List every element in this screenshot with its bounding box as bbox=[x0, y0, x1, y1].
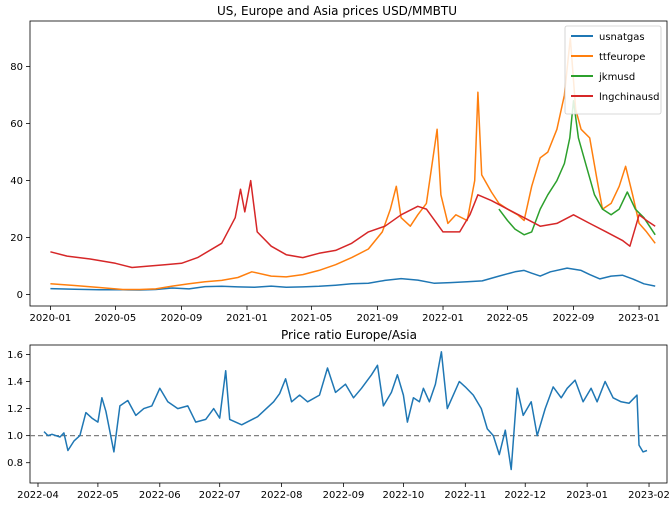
prices-x-tick-2021-01-label: 2021-01 bbox=[226, 313, 268, 324]
ratio-x-tick-2022-09-label: 2022-09 bbox=[323, 490, 365, 501]
prices-series-line-ttfeurope bbox=[50, 37, 656, 291]
ratio-x-tick-2022-11-label: 2022-11 bbox=[444, 490, 486, 501]
ratio-x-tick-2023-02-label: 2023-02 bbox=[628, 490, 670, 501]
prices-y-tick-20-label: 20 bbox=[10, 233, 23, 244]
ratio-chart-x-axis: 2022-04 2022-05 2022-06 2022-07 2022-08 2022-… bbox=[17, 483, 670, 501]
prices-chart-y-axis: 0 20 40 60 80 bbox=[10, 62, 30, 301]
legend-entry-ttfeurope: ttfeurope bbox=[571, 52, 645, 63]
legend-entry-lngchinausd: lngchinausd bbox=[571, 92, 659, 103]
ratio-y-tick-1-4-label: 1.4 bbox=[7, 377, 23, 388]
legend-box bbox=[564, 25, 662, 115]
ratio-x-tick-2022-12-label: 2022-12 bbox=[504, 490, 546, 501]
prices-x-tick-2022-01-label: 2022-01 bbox=[422, 313, 464, 324]
prices-x-tick-2021-05-label: 2021-05 bbox=[291, 313, 333, 324]
prices-x-tick-2021-09-label: 2021-09 bbox=[357, 313, 399, 324]
prices-x-tick-2022-09-label: 2022-09 bbox=[553, 313, 595, 324]
prices-x-tick-2020-01-label: 2020-01 bbox=[30, 313, 72, 324]
prices-chart-legend: usnatgas ttfeurope jkmusd lngchinausd bbox=[564, 25, 662, 115]
prices-y-tick-40-label: 40 bbox=[10, 176, 23, 187]
ratio-y-tick-1-6-label: 1.6 bbox=[7, 350, 23, 361]
legend-label-jkmusd: jkmusd bbox=[598, 72, 635, 83]
prices-x-tick-2020-05-label: 2020-05 bbox=[95, 313, 137, 324]
ratio-x-tick-2022-04-label: 2022-04 bbox=[17, 490, 59, 501]
prices-x-tick-2023-01-label: 2023-01 bbox=[618, 313, 660, 324]
prices-y-tick-60-label: 60 bbox=[10, 119, 23, 130]
prices-series-line-lngchinausd bbox=[50, 179, 656, 269]
legend-entry-usnatgas: usnatgas bbox=[571, 32, 645, 43]
prices-series-line-usnatgas bbox=[50, 267, 656, 291]
prices-chart-title: US, Europe and Asia prices USD/MMBTU bbox=[217, 4, 457, 18]
prices-x-tick-2022-05-label: 2022-05 bbox=[487, 313, 529, 324]
ratio-chart-axes-frame bbox=[29, 344, 668, 484]
ratio-x-tick-2022-10-label: 2022-10 bbox=[383, 490, 425, 501]
prices-chart-axes-frame bbox=[29, 20, 668, 307]
legend-label-ttfeurope: ttfeurope bbox=[599, 52, 645, 63]
ratio-x-tick-2022-08-label: 2022-08 bbox=[261, 490, 303, 501]
prices-chart: US, Europe and Asia prices USD/MMBTU 0 20… bbox=[10, 4, 668, 324]
ratio-chart: Price ratio Europe/Asia 0.81.01.21.41.6 … bbox=[7, 328, 670, 501]
ratio-y-tick-0-8-label: 0.8 bbox=[7, 458, 23, 469]
ratio-y-tick-1-2-label: 1.2 bbox=[7, 404, 23, 415]
legend-entry-jkmusd: jkmusd bbox=[571, 72, 635, 83]
ratio-chart-series bbox=[43, 351, 648, 471]
ratio-x-tick-2022-05-label: 2022-05 bbox=[77, 490, 119, 501]
ratio-y-tick-1-label: 1.0 bbox=[7, 431, 23, 442]
prices-chart-series bbox=[50, 37, 656, 291]
ratio-x-tick-2023-01-label: 2023-01 bbox=[566, 490, 608, 501]
ratio-x-tick-2022-07-label: 2022-07 bbox=[199, 490, 241, 501]
ratio-chart-title: Price ratio Europe/Asia bbox=[281, 328, 417, 342]
prices-y-tick-0-label: 0 bbox=[17, 290, 23, 301]
legend-label-usnatgas: usnatgas bbox=[599, 32, 645, 43]
ratio-chart-y-axis: 0.8 1.0 1.2 1.4 1.6 bbox=[7, 350, 30, 469]
prices-y-tick-80-label: 80 bbox=[10, 62, 23, 73]
ratio-series-line-ratio bbox=[43, 351, 648, 471]
prices-chart-x-axis: 2020-01 2020-05 2020-09 2021-01 2021-05 2021-… bbox=[30, 306, 660, 324]
ratio-x-tick-2022-06-label: 2022-06 bbox=[139, 490, 181, 501]
prices-x-tick-2020-09-label: 2020-09 bbox=[161, 313, 203, 324]
legend-label-lngchinausd: lngchinausd bbox=[599, 92, 659, 103]
